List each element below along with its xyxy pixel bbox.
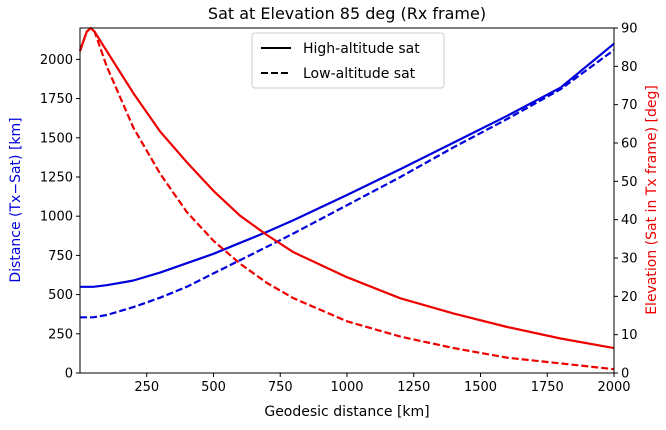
x-tick-label: 1750	[531, 380, 564, 395]
left-y-tick-label: 250	[48, 327, 73, 342]
left-y-axis-label: Distance (Tx−Sat) [km]	[8, 117, 24, 282]
distance-dashed-line	[80, 49, 615, 319]
series-layer	[78, 26, 615, 371]
distance-solid-line	[80, 42, 615, 288]
chart-title: Sat at Elevation 85 deg (Rx frame)	[208, 4, 486, 23]
x-tick-label: 1250	[397, 380, 430, 395]
x-tick-label: 1500	[464, 380, 497, 395]
left-y-tick-label: 1500	[40, 131, 73, 146]
left-y-tick-label: 750	[48, 249, 73, 264]
legend-label-high: High-altitude sat	[303, 41, 420, 57]
elevation-dashed-line	[78, 26, 615, 371]
x-tick-label: 1000	[330, 380, 363, 395]
right-y-tick-label: 10	[621, 328, 638, 343]
right-y-tick-label: 20	[621, 290, 638, 305]
right-y-tick-label: 80	[621, 60, 638, 75]
right-y-tick-label: 40	[621, 213, 638, 228]
x-axis-label: Geodesic distance [km]	[264, 404, 429, 420]
legend-label-low: Low-altitude sat	[303, 66, 416, 82]
x-tick-label: 500	[201, 380, 226, 395]
right-y-tick-label: 90	[621, 22, 638, 37]
left-y-tick-label: 2000	[40, 53, 73, 68]
left-y-tick-label: 0	[65, 367, 73, 382]
right-y-tick-label: 0	[621, 367, 629, 382]
left-y-tick-label: 1750	[40, 92, 73, 107]
left-y-tick-label: 1250	[40, 170, 73, 185]
x-tick-label: 2000	[597, 380, 630, 395]
left-y-tick-label: 1000	[40, 210, 73, 225]
left-y-tick-label: 500	[48, 288, 73, 303]
x-axis-ticks: 250 500 750 1000 1250 1500 1750 2000	[134, 373, 631, 395]
right-y-axis-ticks: 0 10 20 30 40 50 60 70 80 90	[614, 22, 638, 382]
legend-box	[251, 32, 445, 89]
right-y-tick-label: 70	[621, 98, 638, 113]
right-y-tick-label: 50	[621, 175, 638, 190]
x-tick-label: 250	[134, 380, 159, 395]
right-y-tick-label: 60	[621, 137, 638, 152]
legend: High-altitude sat Low-altitude sat	[251, 32, 445, 89]
left-y-axis-ticks: 0 250 500 750 1000 1250 1500 1750 2000	[40, 53, 80, 382]
x-tick-label: 750	[268, 380, 293, 395]
right-y-tick-label: 30	[621, 252, 638, 267]
right-y-axis-label: Elevation (Sat in Tx frame) [deg]	[644, 85, 660, 315]
